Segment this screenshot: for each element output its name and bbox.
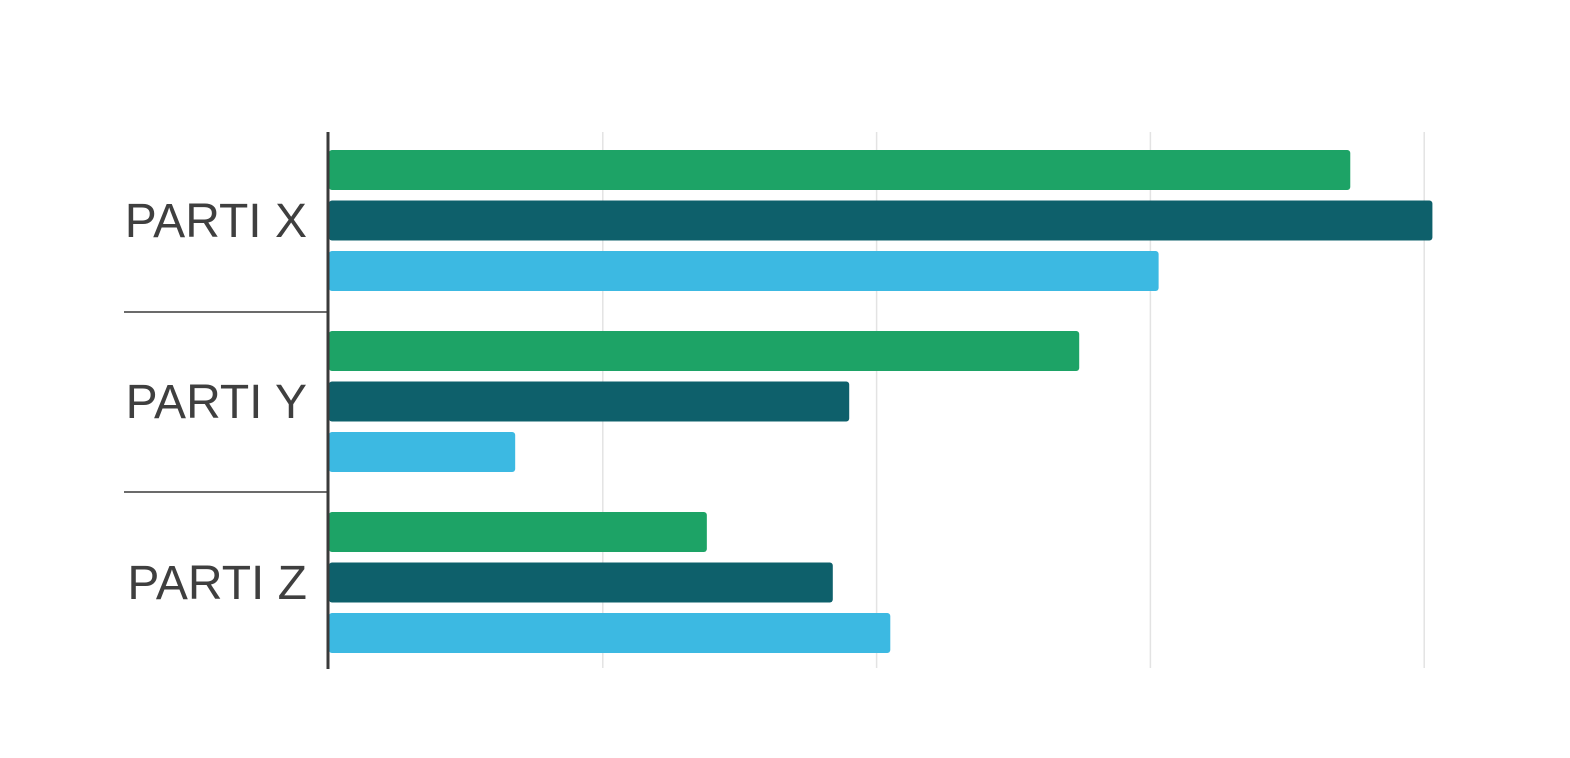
bar-parti-x-series-3	[329, 251, 1159, 291]
bar-parti-z-series-3	[329, 613, 891, 653]
bar-parti-z-series-2	[329, 562, 833, 603]
bar-parti-y-series-2	[329, 381, 850, 422]
bar-parti-y-series-3	[329, 432, 516, 472]
category-label-parti-y: PARTI Y	[126, 376, 307, 429]
bar-parti-x-series-2	[329, 200, 1433, 241]
category-label-parti-x: PARTI X	[125, 195, 307, 248]
category-separators	[124, 311, 329, 493]
bar-parti-z-series-1	[329, 512, 707, 552]
bar-parti-y-series-1	[329, 331, 1080, 371]
category-labels: PARTI X PARTI Y PARTI Z	[125, 195, 307, 610]
bar-parti-x-series-1	[329, 150, 1351, 190]
category-label-parti-z: PARTI Z	[127, 557, 307, 610]
bars	[329, 150, 1433, 653]
